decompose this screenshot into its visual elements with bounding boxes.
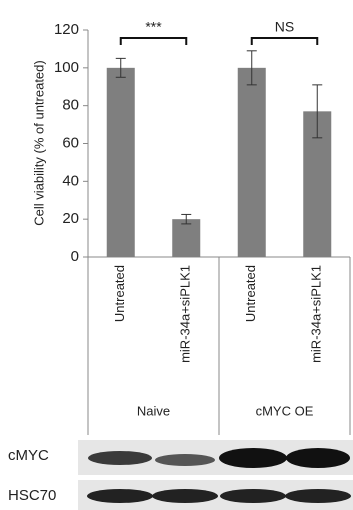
significance-bracket	[252, 38, 318, 45]
group-label: cMYC OE	[256, 403, 314, 418]
x-tick-label: miR-34a+siPLK1	[309, 265, 324, 363]
x-tick-label: miR-34a+siPLK1	[178, 265, 193, 363]
y-tick-label: 100	[54, 59, 79, 76]
bar	[107, 68, 135, 257]
band	[88, 451, 152, 465]
band	[152, 489, 218, 503]
group-label: Naive	[137, 403, 170, 418]
y-tick-label: 20	[62, 210, 79, 227]
significance-label: NS	[275, 19, 294, 35]
blot-label: cMYC	[8, 447, 49, 464]
band	[220, 489, 286, 503]
band	[219, 448, 287, 468]
y-axis-label: Cell viability (% of untreated)	[31, 60, 46, 225]
band	[155, 454, 215, 466]
bar	[238, 68, 266, 257]
band	[87, 489, 153, 503]
figure: Cell viability (% of untreated) cMYC HSC…	[0, 0, 353, 510]
y-tick-label: 60	[62, 134, 79, 151]
x-tick-label: Untreated	[112, 265, 127, 322]
bar	[172, 219, 200, 257]
y-tick-label: 80	[62, 97, 79, 114]
y-tick-label: 120	[54, 21, 79, 38]
western-blot: cMYC HSC70	[8, 440, 353, 510]
x-tick-label: Untreated	[243, 265, 258, 322]
band	[285, 489, 351, 503]
significance-bracket	[121, 38, 187, 45]
blot-label: HSC70	[8, 487, 56, 504]
y-tick-label: 40	[62, 172, 79, 189]
band	[286, 448, 350, 468]
y-tick-label: 0	[71, 248, 79, 265]
significance-label: ***	[145, 19, 162, 35]
